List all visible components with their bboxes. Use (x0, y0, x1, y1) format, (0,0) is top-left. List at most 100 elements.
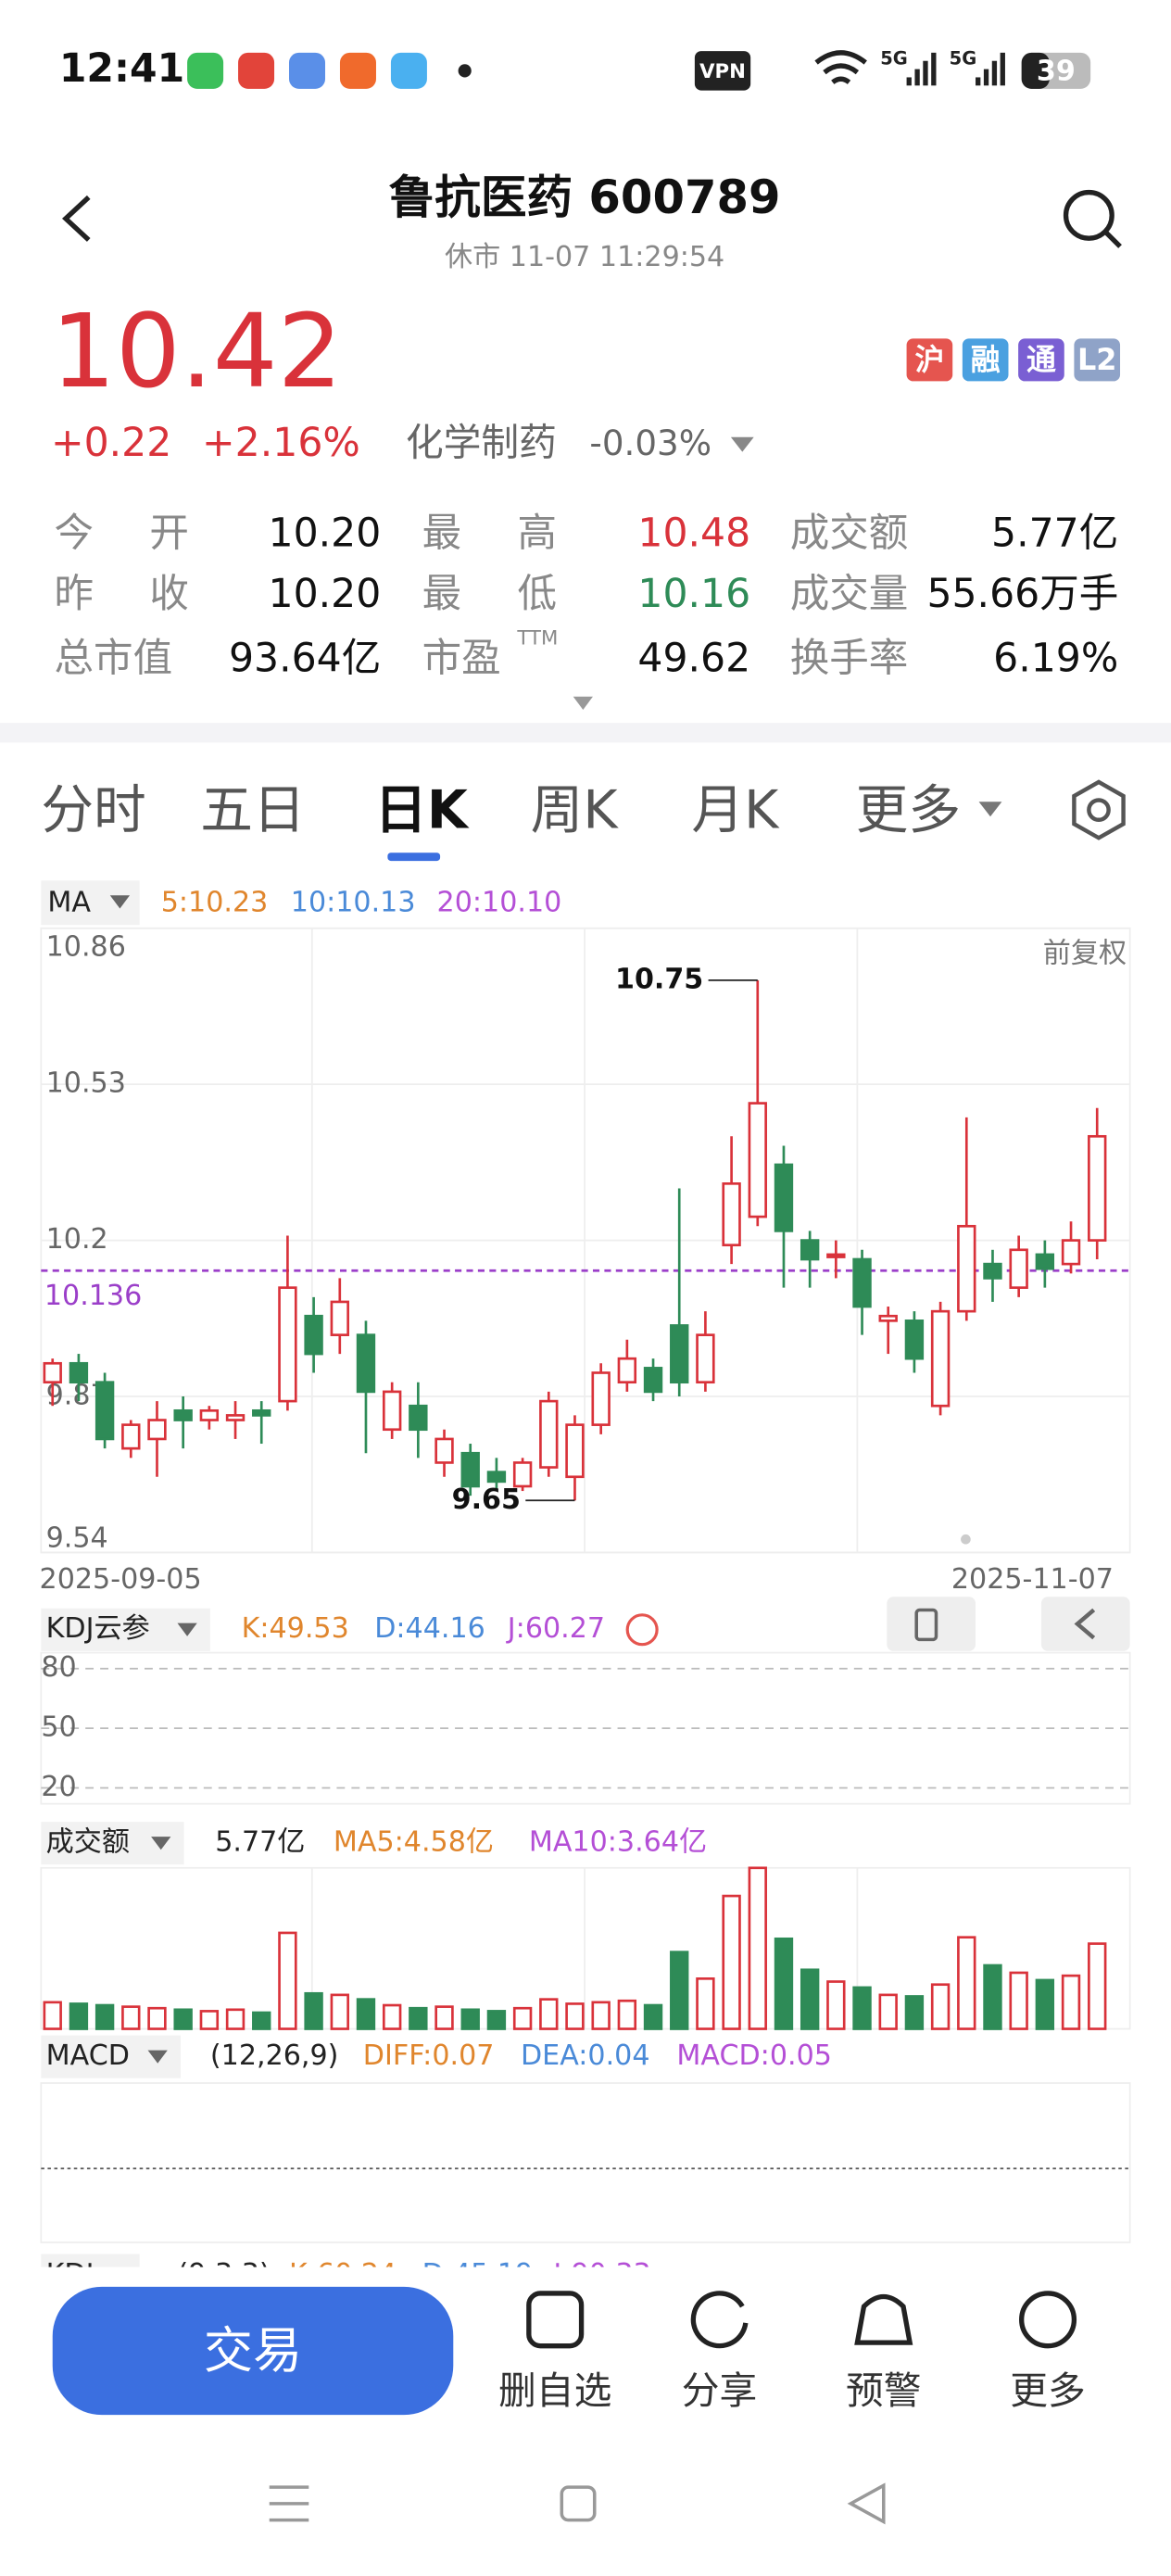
volume-bar (826, 1980, 846, 2030)
badge (962, 338, 1009, 382)
settings-button[interactable] (1072, 779, 1126, 840)
nav-back[interactable] (847, 2482, 886, 2525)
badge-text: 融 (971, 342, 1001, 377)
stat-label: 今 开 (55, 511, 189, 557)
stock-title: 鲁抗医药 600789 (389, 170, 781, 224)
rotate-button[interactable] (887, 1597, 976, 1651)
tab[interactable]: 五日 (200, 779, 305, 840)
candle-body (409, 1404, 428, 1432)
tab[interactable]: 分时 (41, 779, 145, 840)
stat-label: 总市值 (55, 636, 173, 681)
candle-body (225, 1414, 246, 1421)
stat-value: 10.20 (269, 572, 382, 617)
expand-arrow[interactable] (573, 696, 593, 710)
action-icon (526, 2291, 585, 2349)
tab[interactable]: 日K (374, 779, 470, 840)
back-button[interactable] (62, 195, 91, 242)
nav-home[interactable] (560, 2485, 597, 2522)
sector-arrow[interactable] (730, 436, 754, 452)
volume-bar (722, 1894, 741, 2030)
volume-bar (460, 2008, 480, 2030)
candle-body (147, 1419, 167, 1441)
volume-ma10: MA10:3.64亿 (529, 1826, 707, 1859)
panel-arrow (177, 1623, 197, 1636)
candle-body (173, 1408, 193, 1421)
candle-body (43, 1361, 62, 1384)
stat-label: 昨 收 (55, 572, 189, 617)
volume-bar (304, 1991, 323, 2030)
candle-body (565, 1423, 585, 1479)
macd-diff: DIFF:0.07 (363, 2039, 495, 2072)
stat-label: 成交量 (790, 572, 909, 617)
volume-bar (565, 2002, 585, 2030)
trade-button[interactable] (52, 2286, 454, 2416)
action-icon (1019, 2291, 1077, 2349)
volume-bar (225, 2008, 246, 2030)
tab[interactable]: 月K (691, 779, 780, 840)
search-button[interactable] (1063, 189, 1114, 241)
volume-bar (121, 2005, 141, 2030)
indicator: MA (47, 887, 91, 919)
tab[interactable]: 更多 (856, 779, 961, 840)
volume-bar (957, 1936, 976, 2030)
back-chart-button[interactable] (1040, 1597, 1130, 1651)
macd-dea: DEA:0.04 (521, 2039, 650, 2072)
vpn: VPN (699, 60, 746, 83)
candle-body (356, 1333, 376, 1394)
badge-text: L2 (1077, 342, 1117, 377)
volume-bar (930, 1983, 951, 2030)
panel-label: MACD (46, 2039, 130, 2072)
kdj-tick-label: 50 (41, 1711, 76, 1744)
action-label: 分享 (682, 2368, 758, 2413)
candle-body (957, 1224, 976, 1313)
macd-params: (12,26,9) (210, 2039, 338, 2072)
candle-body (1061, 1239, 1081, 1266)
signal-bar (976, 77, 981, 86)
search-handle (1103, 230, 1122, 248)
date-end: 2025-11-07 (951, 1563, 1114, 1596)
change-pct: +2.16% (202, 421, 360, 466)
volume-bar (643, 2003, 663, 2030)
volume-bar (69, 2002, 89, 2030)
candle-body (748, 1102, 767, 1219)
panel-arrow (147, 2050, 168, 2064)
signal-bar (923, 60, 928, 86)
trade-label: 交易 (204, 2322, 302, 2380)
volume-bar (147, 2006, 167, 2030)
scroll-dot (961, 1534, 971, 1545)
volume-bar (1088, 1942, 1107, 2030)
volume-bar (696, 1977, 715, 2030)
stat-label: 市盈 (422, 636, 501, 681)
volume-bar (1061, 1974, 1081, 2030)
badge-text: 沪 (914, 342, 944, 377)
candle-body (278, 1286, 297, 1403)
panel-arrow (151, 1837, 171, 1850)
app-icon (339, 52, 376, 89)
candle-body (591, 1371, 611, 1426)
sector: 化学制药 (406, 421, 557, 465)
volume-bar (1035, 1978, 1055, 2030)
candle-body (460, 1451, 480, 1488)
ma-arrow (109, 895, 131, 909)
signal-bar (931, 52, 937, 86)
volume-bar (904, 1995, 925, 2030)
candle-body (1088, 1134, 1107, 1242)
action-label: 更多 (1010, 2368, 1086, 2413)
panel-selector[interactable] (41, 1608, 210, 1651)
nav-menu[interactable] (269, 2485, 309, 2522)
volume-bar (252, 2011, 271, 2030)
info-icon[interactable] (625, 1613, 659, 1647)
volume-bar (591, 2001, 611, 2030)
signal-bar (914, 69, 920, 86)
volume-bar (670, 1951, 689, 2030)
candle-body (800, 1239, 820, 1261)
tab[interactable]: 周K (531, 779, 620, 840)
action-label: 删自选 (498, 2368, 611, 2413)
stock-subtitle: 休市 11-07 11:29:54 (445, 241, 724, 273)
price: 10.42 (51, 292, 343, 410)
candle-body (878, 1314, 898, 1322)
badge (906, 338, 953, 382)
macd-frame (40, 2082, 1131, 2243)
volume-bar (278, 1931, 297, 2030)
